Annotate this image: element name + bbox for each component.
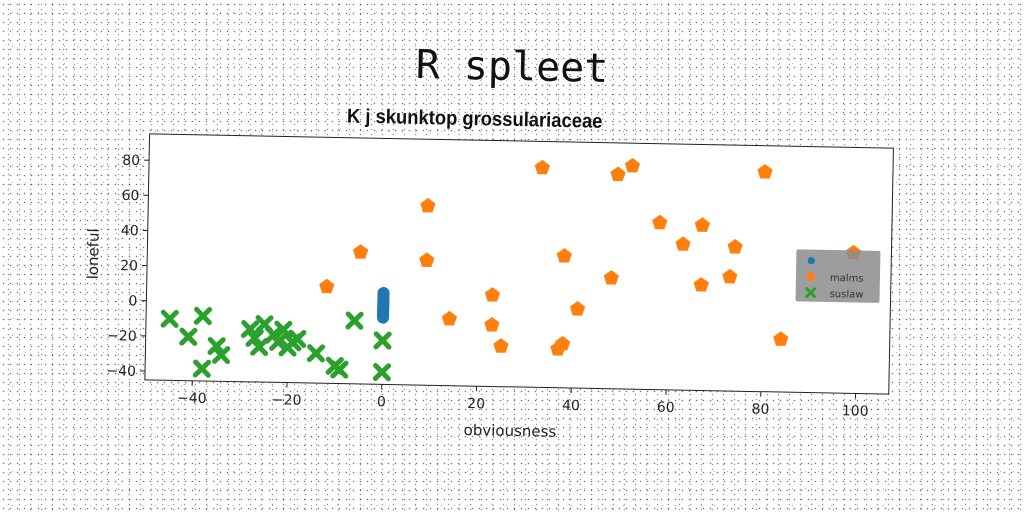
data-point [330,360,349,379]
x-tick-label: 80 [751,401,769,417]
x-axis: −40 −20 0 20 40 60 80 100 [177,380,869,420]
data-point [192,359,212,378]
x-tick-label: 100 [842,403,869,420]
x-tick-label: 40 [562,398,580,414]
data-point [419,252,435,268]
data-point [319,278,335,294]
data-point [245,328,264,348]
data-point [569,301,586,316]
y-axis: −40 −20 0 20 40 60 80 [106,153,150,380]
x-tick-label: 0 [377,394,386,410]
legend: malms suslaw [795,249,881,303]
data-point [250,337,269,357]
data-point [694,217,711,232]
y-tick-label: 40 [121,223,139,239]
data-point [353,244,369,259]
data-point [441,310,458,326]
x-axis-label: obviousness [463,421,556,441]
data-point [345,311,364,330]
data-point [757,164,773,179]
data-point [610,166,626,182]
legend-label: suslaw [830,289,864,301]
data-marks [160,157,862,382]
data-point [675,236,691,251]
data-point [534,159,550,175]
data-point [624,157,641,173]
data-point [373,331,392,350]
legend-marker [805,287,817,299]
legend-marker [807,257,815,265]
data-point [288,329,307,348]
data-point [484,316,500,332]
data-point [693,277,709,292]
y-tick-label: −40 [106,363,136,380]
legend-box [795,249,881,303]
plot-area: −40 −20 0 20 40 60 80 100 −40 −20 0 20 40 60 80 obvio… [84,133,894,441]
y-tick-label: 20 [120,258,138,274]
chart-title: R spleet [415,42,609,92]
x-tick-label: 20 [467,396,485,412]
plot-frame [144,133,894,395]
data-point [377,311,390,324]
data-point [493,338,509,353]
y-axis-label: loneful [84,228,103,279]
data-point [556,248,572,263]
data-point [193,306,213,326]
data-point [603,270,619,285]
data-point [207,336,226,356]
data-point [179,327,198,346]
data-point [269,332,288,352]
data-point [484,287,501,302]
y-tick-label: 60 [121,188,139,204]
x-tick-label: −40 [177,390,207,407]
data-point [240,320,260,339]
data-point [160,309,179,328]
y-tick-label: −20 [107,328,137,345]
legend-marker [806,271,816,281]
x-tick-label: 60 [657,400,675,416]
data-point [212,345,231,365]
data-point [773,331,789,346]
x-tick-label: −20 [272,392,302,409]
y-tick-label: 80 [122,153,140,169]
data-point [306,344,326,363]
data-point [420,198,436,213]
data-point [727,239,743,254]
data-point [372,362,392,382]
data-point [722,268,738,284]
chart-subtitle: K j skunktop grossulariaceae [347,106,603,133]
legend-label: malms [830,273,864,285]
data-point [652,214,668,230]
data-point [555,335,571,351]
y-tick-label: 0 [128,293,137,309]
